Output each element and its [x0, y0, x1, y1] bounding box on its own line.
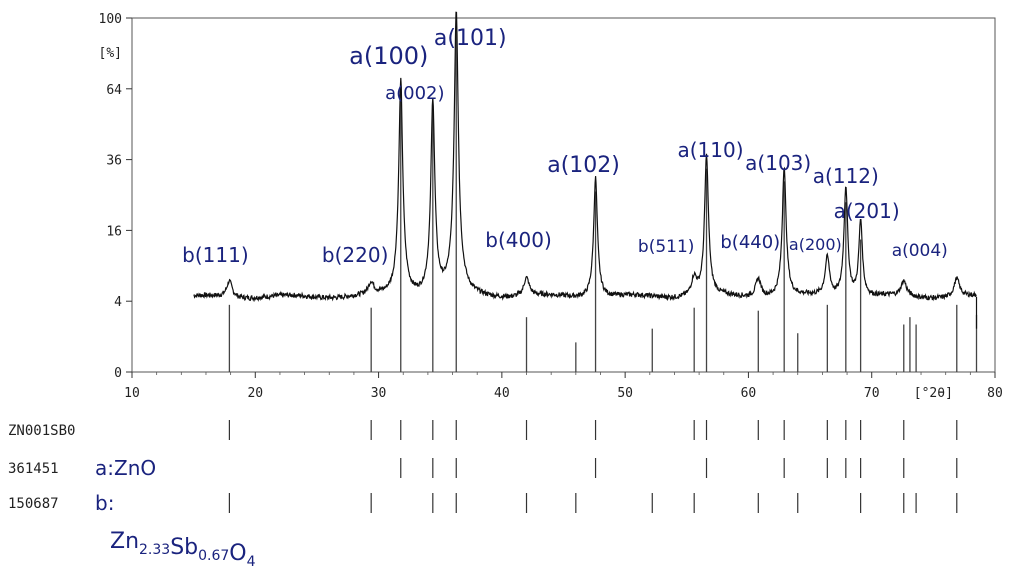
peak-label: a(110) — [677, 138, 743, 162]
y-tick-label: 36 — [106, 154, 122, 169]
y-axis-unit: [%] — [99, 46, 122, 61]
x-tick-label: 50 — [617, 386, 633, 401]
peak-label: b(440) — [720, 232, 780, 253]
peak-label: a(100) — [349, 42, 428, 70]
x-tick-label: 60 — [741, 386, 757, 401]
phase-formula: Zn2.33Sb0.67O4 — [110, 529, 256, 570]
x-tick-label: 30 — [371, 386, 387, 401]
y-tick-label: 16 — [106, 224, 122, 239]
phase-code: 361451 — [8, 461, 59, 477]
peak-label: a(201) — [834, 199, 900, 223]
phase-code: 150687 — [8, 496, 59, 512]
peak-label: b(220) — [322, 243, 388, 267]
y-tick-label: 0 — [114, 366, 122, 381]
y-tick-label: 64 — [106, 83, 122, 98]
y-tick-label: 4 — [114, 295, 122, 310]
phase-note: b: — [95, 491, 114, 515]
peak-label: a(102) — [547, 153, 620, 178]
peak-label: a(112) — [813, 164, 879, 188]
y-tick-label: 100 — [99, 12, 122, 27]
x-tick-label: 70 — [864, 386, 880, 401]
peak-label: a(101) — [434, 26, 507, 51]
measured-pattern-line — [193, 11, 977, 303]
peak-label: b(400) — [485, 228, 551, 252]
x-axis-unit: [°2θ] — [914, 386, 953, 401]
plot-frame — [131, 17, 996, 373]
x-tick-label: 20 — [247, 386, 263, 401]
peak-label: b(511) — [638, 237, 695, 257]
peak-label: a(200) — [789, 235, 842, 254]
x-tick-label: 10 — [124, 386, 140, 401]
peak-label: a(004) — [892, 241, 948, 261]
x-tick-label: 80 — [987, 386, 1003, 401]
peak-label: a(103) — [745, 151, 811, 175]
x-tick-label: 40 — [494, 386, 510, 401]
phase-note: a:ZnO — [95, 456, 156, 480]
peak-label: b(111) — [182, 243, 248, 267]
peak-label: a(002) — [385, 83, 444, 104]
phase-code: ZN001SB0 — [8, 423, 75, 439]
